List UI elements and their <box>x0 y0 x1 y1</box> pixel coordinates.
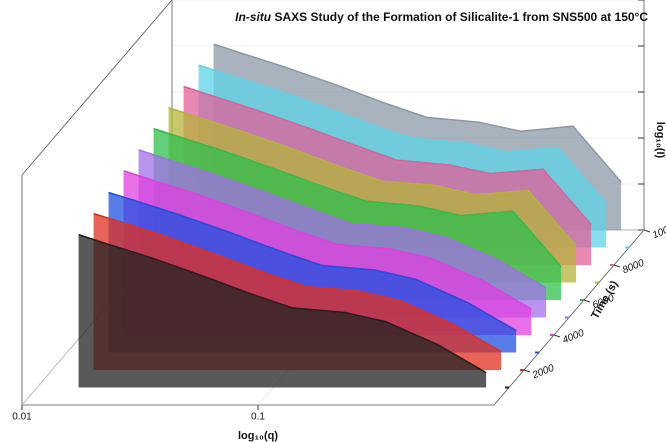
curve <box>213 43 622 183</box>
y-tick-label: 8000 <box>621 258 646 277</box>
curve <box>78 233 487 374</box>
curve <box>168 106 577 247</box>
title-italic: In-situ <box>235 10 272 24</box>
y-tick-label: 4000 <box>561 328 586 347</box>
chart-title: In-situ SAXS Study of the Formation of S… <box>235 10 648 24</box>
curve <box>153 127 562 268</box>
x-axis-label: log₁₀(q) <box>238 430 278 442</box>
y-tick <box>613 264 621 268</box>
y-tick <box>553 334 561 338</box>
curve <box>138 149 547 289</box>
title-text: SAXS Study of the Formation of Silicalit… <box>274 10 648 24</box>
y-tick-label: 2000 <box>530 363 556 382</box>
z-axis-label: log₁₀(I) <box>654 122 666 159</box>
y-tick <box>643 229 651 233</box>
y-tick <box>523 369 531 373</box>
curve <box>93 212 502 353</box>
curve <box>198 64 607 204</box>
y-tick-label: 10000 <box>651 220 666 241</box>
curve <box>123 170 532 310</box>
y-tick <box>583 299 591 303</box>
curve <box>108 191 517 332</box>
x-tick-label: 0.1 <box>251 412 265 423</box>
curve <box>183 85 592 226</box>
curve-fill <box>78 234 487 388</box>
x-tick-label: 0.01 <box>12 412 32 423</box>
